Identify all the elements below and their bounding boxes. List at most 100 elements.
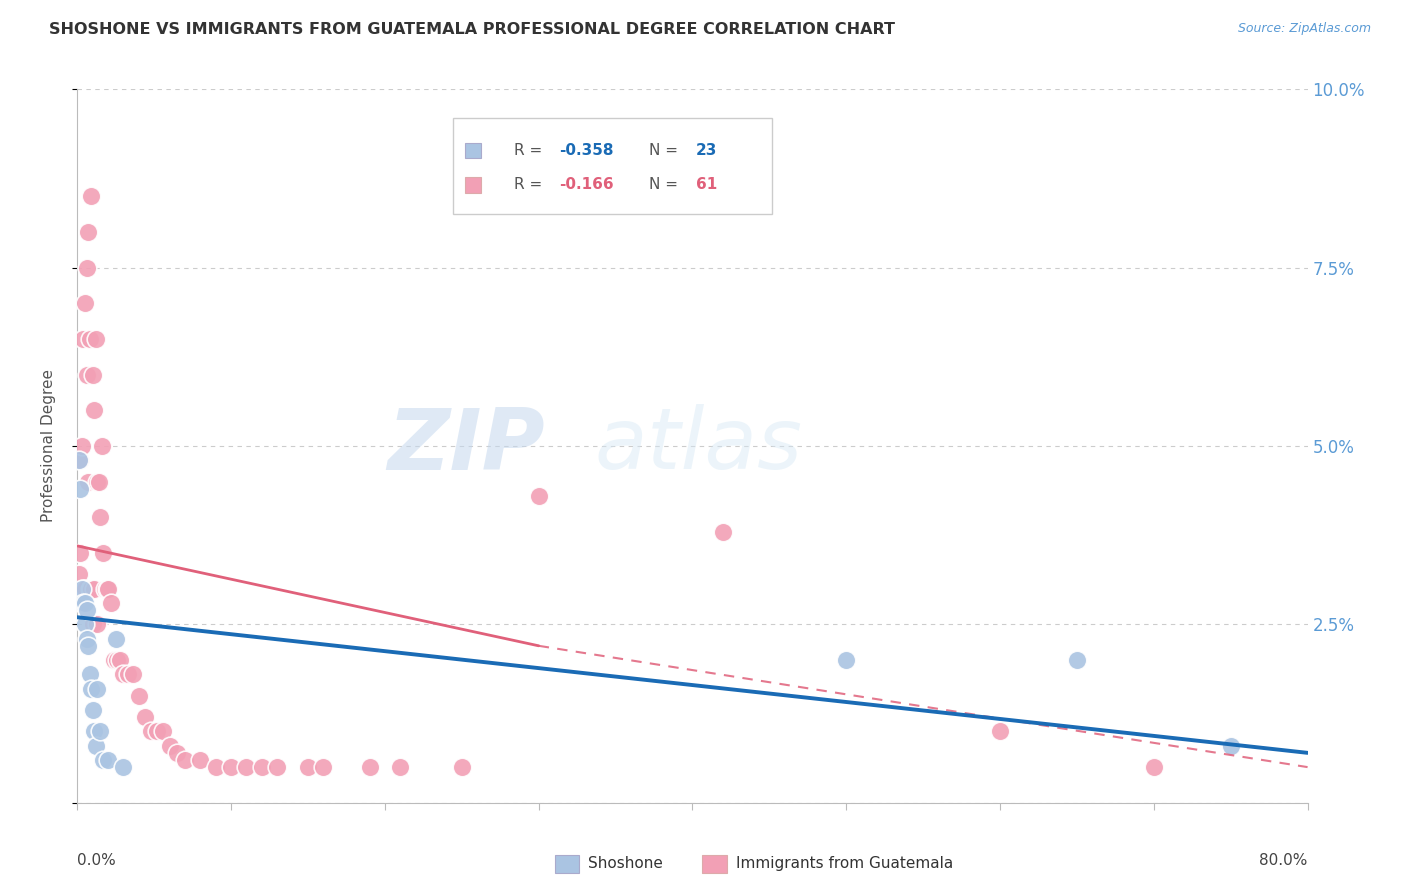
Point: [70, 596, 93, 610]
Text: SHOSHONE VS IMMIGRANTS FROM GUATEMALA PROFESSIONAL DEGREE CORRELATION CHART: SHOSHONE VS IMMIGRANTS FROM GUATEMALA PR…: [49, 22, 896, 37]
FancyBboxPatch shape: [465, 177, 481, 193]
Point: [70, 439, 93, 453]
Point: [73, 582, 96, 596]
Point: [79, 332, 101, 346]
Point: [97, 582, 120, 596]
Point: [204, 760, 226, 774]
Point: [87, 475, 110, 489]
Point: [1066, 653, 1088, 667]
Point: [82, 617, 104, 632]
Point: [67, 567, 90, 582]
Text: N =: N =: [650, 143, 683, 158]
Point: [79, 667, 101, 681]
Point: [112, 667, 135, 681]
Point: [79, 582, 101, 596]
Point: [76, 632, 98, 646]
Point: [90, 439, 114, 453]
Point: [72, 582, 94, 596]
Y-axis label: Professional Degree: Professional Degree: [42, 369, 56, 523]
FancyBboxPatch shape: [465, 143, 481, 159]
Point: [94, 582, 117, 596]
Point: [96, 582, 118, 596]
Point: [70, 582, 93, 596]
Point: [82, 368, 104, 382]
Point: [80, 189, 103, 203]
Point: [117, 667, 139, 681]
Point: [73, 617, 96, 632]
Point: [82, 703, 104, 717]
Point: [266, 760, 288, 774]
Point: [83, 403, 105, 417]
Point: [450, 760, 472, 774]
Point: [104, 632, 127, 646]
Point: [110, 653, 132, 667]
Point: [105, 653, 128, 667]
Text: 80.0%: 80.0%: [1260, 853, 1308, 868]
Point: [76, 603, 98, 617]
Text: N =: N =: [650, 177, 683, 192]
Point: [146, 724, 169, 739]
Text: ZIP: ZIP: [387, 404, 546, 488]
Point: [73, 596, 96, 610]
Point: [128, 689, 150, 703]
Point: [83, 582, 105, 596]
Point: [166, 746, 188, 760]
Point: [711, 524, 734, 539]
Point: [80, 681, 103, 696]
Point: [250, 760, 273, 774]
Point: [77, 639, 100, 653]
Point: [235, 760, 257, 774]
Point: [93, 546, 115, 560]
FancyBboxPatch shape: [703, 855, 727, 872]
FancyBboxPatch shape: [555, 855, 579, 872]
Point: [188, 753, 212, 767]
Point: [174, 753, 197, 767]
Point: [89, 510, 111, 524]
Point: [359, 760, 381, 774]
Point: [134, 710, 156, 724]
Point: [121, 667, 143, 681]
Point: [93, 753, 115, 767]
Text: atlas: atlas: [595, 404, 801, 488]
Point: [835, 653, 858, 667]
FancyBboxPatch shape: [453, 118, 772, 214]
Point: [219, 760, 242, 774]
Point: [76, 368, 98, 382]
Point: [141, 724, 163, 739]
Point: [86, 475, 108, 489]
Point: [73, 296, 96, 310]
Text: -0.358: -0.358: [560, 143, 614, 158]
Text: 23: 23: [696, 143, 717, 158]
Text: Immigrants from Guatemala: Immigrants from Guatemala: [735, 856, 953, 871]
Point: [389, 760, 412, 774]
Text: R =: R =: [515, 143, 547, 158]
Text: 61: 61: [696, 177, 717, 192]
Point: [86, 617, 108, 632]
Text: R =: R =: [515, 177, 547, 192]
Text: Shoshone: Shoshone: [588, 856, 662, 871]
Point: [527, 489, 550, 503]
Point: [69, 482, 91, 496]
Point: [1143, 760, 1166, 774]
Point: [159, 739, 181, 753]
Text: 0.0%: 0.0%: [77, 853, 117, 868]
Point: [72, 332, 94, 346]
Point: [97, 753, 120, 767]
Text: -0.166: -0.166: [560, 177, 614, 192]
Point: [77, 475, 100, 489]
Point: [312, 760, 335, 774]
Point: [112, 760, 135, 774]
Point: [69, 546, 91, 560]
Point: [76, 260, 98, 275]
Point: [67, 453, 90, 467]
Text: Source: ZipAtlas.com: Source: ZipAtlas.com: [1237, 22, 1371, 36]
Point: [89, 724, 111, 739]
Point: [152, 724, 174, 739]
Point: [84, 332, 107, 346]
Point: [72, 596, 94, 610]
Point: [86, 681, 108, 696]
Point: [77, 225, 100, 239]
Point: [100, 596, 122, 610]
Point: [69, 453, 91, 467]
Point: [1219, 739, 1241, 753]
